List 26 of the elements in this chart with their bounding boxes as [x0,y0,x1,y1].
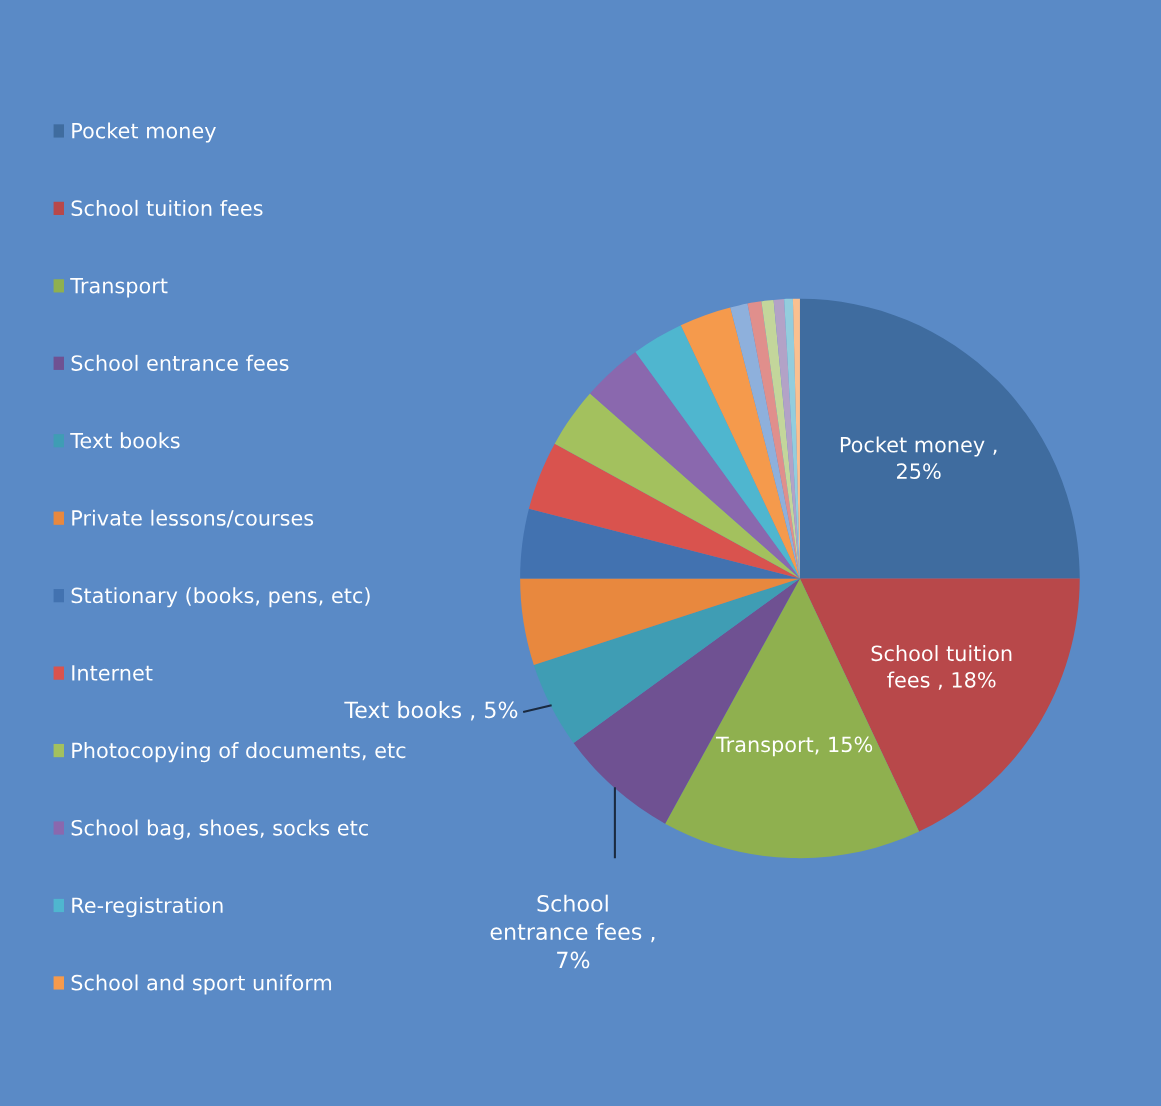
legend-label: Text books [70,432,180,449]
legend-label: Transport [70,278,168,298]
pie-slice [528,443,800,579]
legend-label: Re-registration [72,896,223,918]
data-label: Pocket money , 25% [840,436,997,480]
legend-label: Private lessons/courses [72,509,314,528]
legend-label: School entrance fees [71,354,289,371]
legend-label: Photocopying of documents, etc [72,742,406,763]
data-label: Transport, 15% [715,736,873,757]
pie-slice [554,393,800,579]
pie-slice [590,352,800,579]
pie-slice [635,325,800,579]
data-label: School tuition fees , 18% [871,645,1012,690]
data-label: School entrance fees , 7% [490,894,655,969]
pie-slice [520,578,800,665]
legend-label: School and sport uniform [71,974,332,995]
pie-slice [730,303,800,579]
pie-slice [799,298,1080,579]
legend-label: Stationary (books, pens, etc) [71,587,370,608]
legend-label: Pocket money [72,122,216,143]
pie-slice [747,301,800,579]
legend-label: Internet [72,665,153,681]
data-label: Text books , 5% [344,701,518,721]
pie-slice [680,307,800,579]
legend-label: School tuition fees [71,199,263,217]
legend-label: School bag, shoes, socks etc [71,819,368,840]
